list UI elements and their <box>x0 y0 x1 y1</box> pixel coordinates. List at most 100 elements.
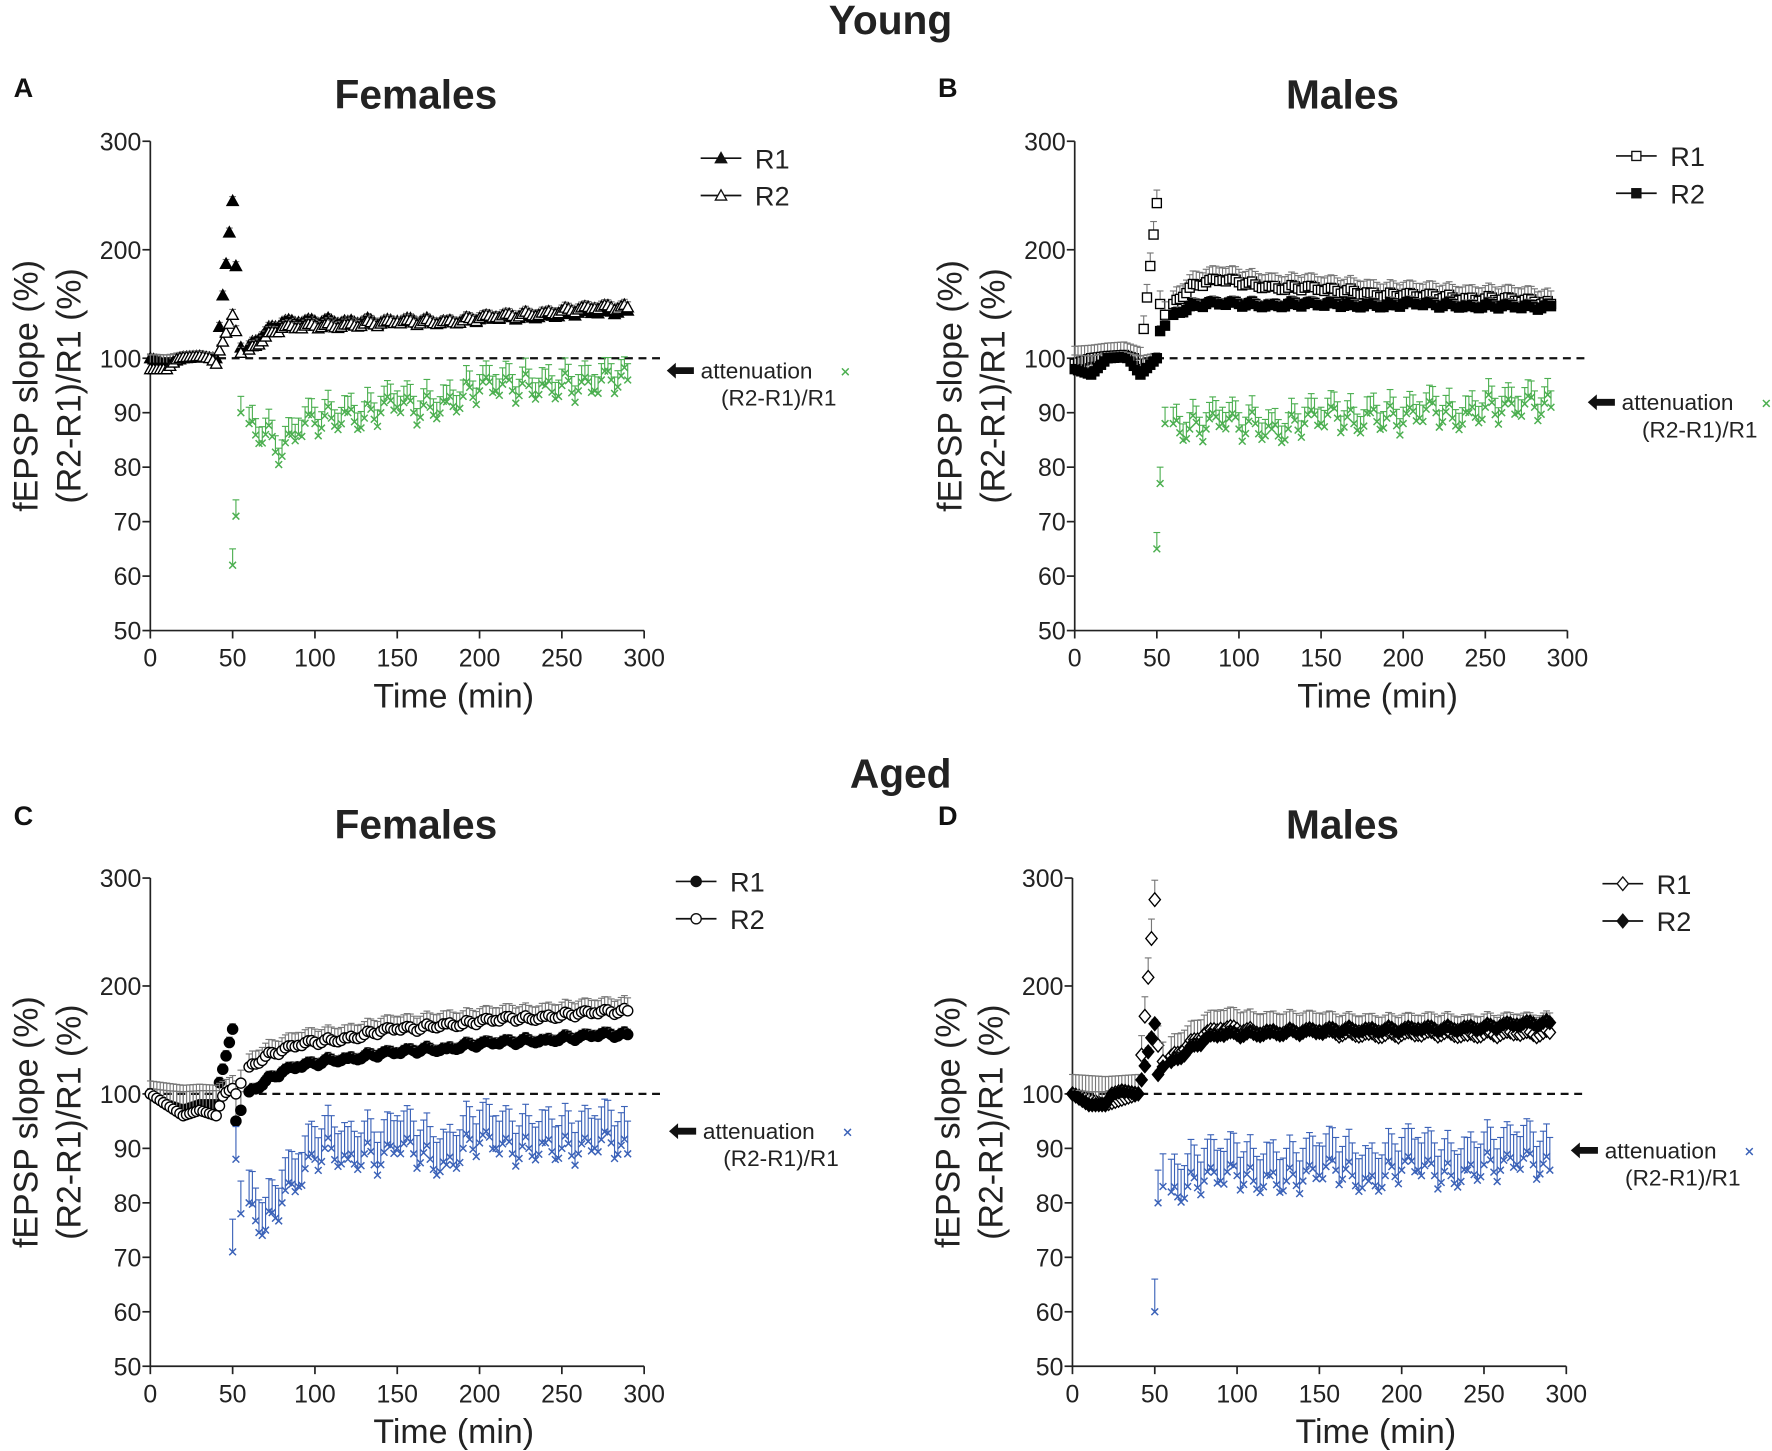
data-point <box>604 367 612 376</box>
arrow-left-icon <box>669 1123 697 1140</box>
data-point <box>1378 1183 1386 1192</box>
x-tick-label: 250 <box>1463 1380 1504 1408</box>
y-tick-label: 200 <box>1024 237 1065 265</box>
data-point <box>544 377 553 385</box>
data-point <box>251 1216 260 1225</box>
data-point <box>347 1150 356 1158</box>
data-point <box>337 419 346 428</box>
data-point <box>220 1050 232 1062</box>
data-point <box>594 389 602 398</box>
x-tick-label: 200 <box>1382 645 1423 673</box>
data-point <box>541 381 550 390</box>
data-point <box>518 1142 527 1151</box>
data-point <box>222 225 237 238</box>
data-point <box>436 409 444 417</box>
data-point <box>1414 1166 1423 1175</box>
data-point <box>1233 1171 1241 1180</box>
data-point <box>525 1144 533 1153</box>
data-point <box>225 193 240 207</box>
data-point <box>219 256 233 270</box>
data-point <box>419 1148 428 1157</box>
data-point <box>620 363 629 372</box>
data-point <box>1448 414 1457 423</box>
data-point <box>1219 1180 1228 1189</box>
panel-title: Males <box>1286 802 1399 848</box>
group-title-aged: Aged <box>850 751 952 797</box>
data-point <box>419 401 428 409</box>
data-point <box>320 1144 329 1153</box>
data-point <box>337 1159 346 1168</box>
data-point <box>584 377 593 386</box>
data-point <box>567 1151 576 1160</box>
data-point <box>1289 1170 1297 1179</box>
data-point <box>1154 1198 1162 1207</box>
data-point <box>1192 418 1201 427</box>
data-point <box>1141 1043 1155 1060</box>
data-point <box>1350 419 1358 428</box>
data-point <box>406 396 415 405</box>
data-point <box>274 1216 283 1225</box>
data-point <box>1189 411 1197 420</box>
data-point <box>1193 1183 1202 1192</box>
data-point <box>1297 433 1306 442</box>
data-point <box>1300 419 1309 428</box>
y-axis-label: (R2-R1)/R1 (%) <box>50 268 88 503</box>
data-point <box>505 1137 514 1146</box>
data-point <box>1335 1180 1344 1189</box>
data-point <box>251 431 260 439</box>
x-tick-label: 100 <box>1216 1380 1257 1408</box>
y-tick-label: 300 <box>100 128 141 156</box>
group-title-young: Young <box>829 0 953 43</box>
data-point <box>600 367 609 375</box>
legend-marker-r1 <box>690 875 702 888</box>
data-point <box>360 1149 369 1158</box>
data-point <box>446 1153 454 1162</box>
data-point <box>373 422 382 431</box>
data-point <box>1464 408 1473 417</box>
data-point <box>1543 1024 1557 1041</box>
data-point <box>492 1144 500 1153</box>
data-point <box>212 319 227 332</box>
data-point <box>307 411 316 419</box>
data-point <box>422 1141 431 1150</box>
y-tick-label: 60 <box>1038 563 1066 591</box>
legend-label-r2: R2 <box>1670 178 1705 209</box>
data-point <box>230 1088 242 1100</box>
data-point <box>1259 1182 1268 1191</box>
data-point <box>1507 399 1516 408</box>
x-tick-label: 0 <box>1068 645 1082 673</box>
data-point <box>607 1139 616 1147</box>
data-point <box>442 1160 451 1169</box>
data-point <box>1172 416 1181 425</box>
data-point <box>350 417 359 426</box>
data-point <box>1145 260 1156 272</box>
data-point <box>278 452 286 461</box>
x-tick-label: 0 <box>143 645 157 673</box>
data-point <box>442 397 451 406</box>
data-point <box>264 421 273 430</box>
data-point <box>416 1158 425 1167</box>
data-point <box>1494 420 1503 428</box>
data-point <box>1320 422 1329 431</box>
data-point <box>228 561 237 570</box>
data-point <box>1210 1168 1218 1177</box>
data-point <box>1144 1029 1159 1046</box>
data-point <box>571 1161 579 1170</box>
data-point <box>1254 429 1263 438</box>
data-point <box>357 1161 365 1170</box>
arrow-left-icon <box>1587 394 1615 411</box>
y-tick-label: 50 <box>114 1353 142 1381</box>
data-point <box>1221 424 1230 433</box>
data-point <box>1281 435 1289 444</box>
data-point <box>380 1148 388 1157</box>
data-point <box>561 1132 570 1140</box>
y-tick-label: 60 <box>114 563 142 591</box>
data-point <box>1196 1190 1205 1199</box>
data-point <box>1382 414 1391 423</box>
data-point <box>580 373 589 382</box>
y-axis-label: fEPSP slope (%) <box>7 996 45 1248</box>
data-point <box>314 1166 323 1175</box>
y-tick-label: 200 <box>100 973 141 1001</box>
data-point <box>1468 403 1477 412</box>
